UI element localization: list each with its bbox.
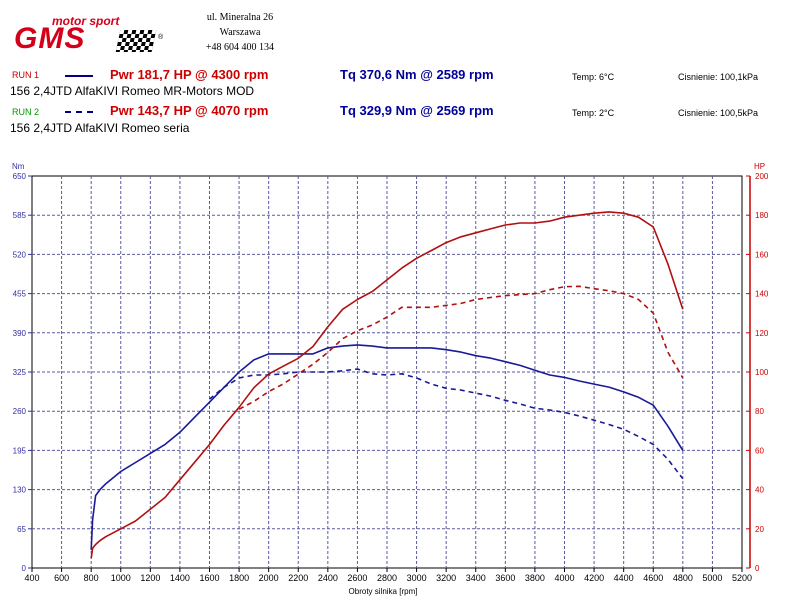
run1-car-name: 156 2,4JTD AlfaKIVI Romeo MR-Motors MOD xyxy=(10,84,255,98)
run1-power-peak: Pwr 181,7 HP @ 4300 rpm xyxy=(110,67,269,82)
x-axis-title: Obroty silnika [rpm] xyxy=(349,587,418,596)
registered-mark: ® xyxy=(158,34,164,41)
run1-temperature: Temp: 6°C xyxy=(572,72,615,82)
right-axis-unit: HP xyxy=(754,162,765,171)
x-tick-label: 1600 xyxy=(199,573,219,583)
x-tick-label: 3400 xyxy=(466,573,486,583)
x-tick-label: 4600 xyxy=(643,573,663,583)
y-left-tick-label: 455 xyxy=(13,290,27,299)
x-tick-label: 1200 xyxy=(140,573,160,583)
address-block: ul. Mineralna 26 Warszawa +48 604 400 13… xyxy=(180,10,300,55)
x-tick-label: 400 xyxy=(24,573,39,583)
x-tick-label: 3600 xyxy=(495,573,515,583)
x-tick-label: 5000 xyxy=(702,573,722,583)
x-tick-label: 2200 xyxy=(288,573,308,583)
x-tick-label: 3800 xyxy=(525,573,545,583)
y-right-tick-label: 140 xyxy=(755,290,769,299)
y-right-tick-label: 60 xyxy=(755,446,764,455)
y-right-tick-label: 200 xyxy=(755,172,769,181)
x-tick-label: 2400 xyxy=(318,573,338,583)
run1-legend-line xyxy=(65,75,93,77)
run2-torque-peak: Tq 329,9 Nm @ 2569 rpm xyxy=(340,103,494,118)
y-left-tick-label: 325 xyxy=(13,368,27,377)
run2-label: RUN 2 xyxy=(12,107,40,117)
run2-pressure: Cisnienie: 100,5kPa xyxy=(678,108,759,118)
y-left-tick-label: 650 xyxy=(13,172,27,181)
x-tick-label: 1800 xyxy=(229,573,249,583)
left-axis-unit: Nm xyxy=(12,162,25,171)
x-tick-label: 5200 xyxy=(732,573,752,583)
y-left-tick-label: 130 xyxy=(13,486,27,495)
y-right-tick-label: 100 xyxy=(755,368,769,377)
run2-legend-line xyxy=(65,111,93,113)
axes: 400 600 800 1000 1200 1400 1600 1800 2000 2200 240… xyxy=(13,172,769,583)
run1-label: RUN 1 xyxy=(12,70,40,80)
y-right-tick-label: 40 xyxy=(755,486,764,495)
x-tick-label: 800 xyxy=(84,573,99,583)
x-tick-label: 4800 xyxy=(673,573,693,583)
logo-tagline: motor sport xyxy=(52,14,120,28)
y-right-tick-label: 160 xyxy=(755,250,769,259)
run1-torque-peak: Tq 370,6 Nm @ 2589 rpm xyxy=(340,67,494,82)
y-left-tick-label: 65 xyxy=(17,525,26,534)
y-right-tick-label: 0 xyxy=(755,564,760,573)
y-right-tick-label: 120 xyxy=(755,329,769,338)
run2-temperature: Temp: 2°C xyxy=(572,108,615,118)
y-left-tick-label: 0 xyxy=(22,564,27,573)
x-tick-label: 1400 xyxy=(170,573,190,583)
x-tick-label: 600 xyxy=(54,573,69,583)
x-tick-label: 2600 xyxy=(347,573,367,583)
y-right-tick-label: 80 xyxy=(755,407,764,416)
run2-car-name: 156 2,4JTD AlfaKIVI Romeo seria xyxy=(10,121,190,135)
address-city: Warszawa xyxy=(219,27,261,38)
y-left-tick-label: 390 xyxy=(13,329,27,338)
x-tick-label: 2000 xyxy=(259,573,279,583)
grid xyxy=(31,175,743,569)
y-left-tick-label: 585 xyxy=(13,211,27,220)
run2-power-peak: Pwr 143,7 HP @ 4070 rpm xyxy=(110,103,269,118)
run1-pressure: Cisnienie: 100,1kPa xyxy=(678,72,759,82)
x-tick-label: 3000 xyxy=(407,573,427,583)
y-right-tick-label: 180 xyxy=(755,211,769,220)
x-tick-label: 4400 xyxy=(614,573,634,583)
run2-power-curve xyxy=(238,285,684,410)
y-left-tick-label: 260 xyxy=(13,407,27,416)
series xyxy=(90,211,684,559)
x-tick-label: 4200 xyxy=(584,573,604,583)
y-right-tick-label: 20 xyxy=(755,525,764,534)
logo-name: GMS xyxy=(14,22,86,55)
x-tick-label: 2800 xyxy=(377,573,397,583)
address-phone: +48 604 400 134 xyxy=(205,42,275,53)
run2-torque-curve xyxy=(208,368,684,480)
x-tick-label: 1000 xyxy=(111,573,131,583)
x-tick-label: 4000 xyxy=(554,573,574,583)
y-left-tick-label: 195 xyxy=(13,446,27,455)
address-street: ul. Mineralna 26 xyxy=(206,12,274,23)
run1-power-curve xyxy=(90,211,684,559)
gms-logo: motor sport GMS ® xyxy=(14,14,164,60)
x-tick-label: 3200 xyxy=(436,573,456,583)
run1-torque-curve xyxy=(90,344,684,550)
y-left-tick-label: 520 xyxy=(13,250,27,259)
